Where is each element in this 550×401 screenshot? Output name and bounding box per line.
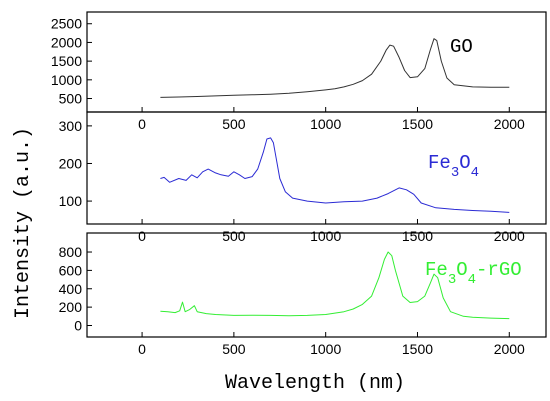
y-tick-label: 300 [59, 118, 83, 134]
y-tick-label: 600 [59, 262, 83, 278]
series-line [160, 38, 510, 98]
y-tick-label: 200 [59, 299, 83, 315]
y-tick-label: 0 [74, 317, 82, 333]
y-tick-label: 2500 [51, 16, 82, 32]
x-tick-label: 500 [222, 228, 246, 244]
y-tick-label: 200 [59, 155, 83, 171]
x-tick-label: 2000 [494, 116, 525, 132]
y-tick-label: 800 [59, 244, 83, 260]
y-tick-label: 2000 [51, 34, 82, 50]
series-label: Fe3O4 [428, 152, 479, 181]
panel-frame [86, 111, 547, 225]
x-tick-label: 0 [138, 341, 146, 357]
x-tick-label: 0 [138, 116, 146, 132]
x-tick-label: 2000 [494, 228, 525, 244]
panel-frame [86, 232, 547, 338]
x-tick-label: 1000 [310, 341, 341, 357]
y-tick-label: 400 [59, 281, 83, 297]
series-label: Fe3O4-rGO [425, 259, 522, 288]
x-tick-label: 500 [222, 116, 246, 132]
panel-frame [86, 11, 547, 113]
series-label: GO [450, 36, 473, 58]
y-tick-label: 1500 [51, 53, 82, 69]
y-axis-title: Intensity (a.u.) [12, 127, 35, 319]
x-tick-label: 500 [222, 341, 246, 357]
panel-2: 100 200 300 0 500 1000 1500 2000 Fe3O4 [59, 111, 547, 244]
x-tick-label: 0 [138, 228, 146, 244]
x-tick-label: 1500 [402, 341, 433, 357]
x-axis-title: Wavelength (nm) [225, 372, 405, 395]
x-tick-label: 1500 [402, 116, 433, 132]
series-line [160, 137, 510, 213]
x-tick-label: 2000 [494, 341, 525, 357]
y-tick-label: 500 [59, 91, 83, 107]
series-line [160, 251, 510, 320]
y-tick-label: 100 [59, 193, 83, 209]
x-tick-label: 1000 [310, 116, 341, 132]
x-tick-label: 1500 [402, 228, 433, 244]
x-tick-label: 1000 [310, 228, 341, 244]
panel-3: 0 200 400 600 800 0 500 1000 1500 2000 Fe3O4-rGO [59, 232, 547, 357]
panel-1: 500 1000 1500 2000 2500 0 500 1000 1500 2000 GO [51, 11, 547, 132]
y-tick-label: 1000 [51, 72, 82, 88]
